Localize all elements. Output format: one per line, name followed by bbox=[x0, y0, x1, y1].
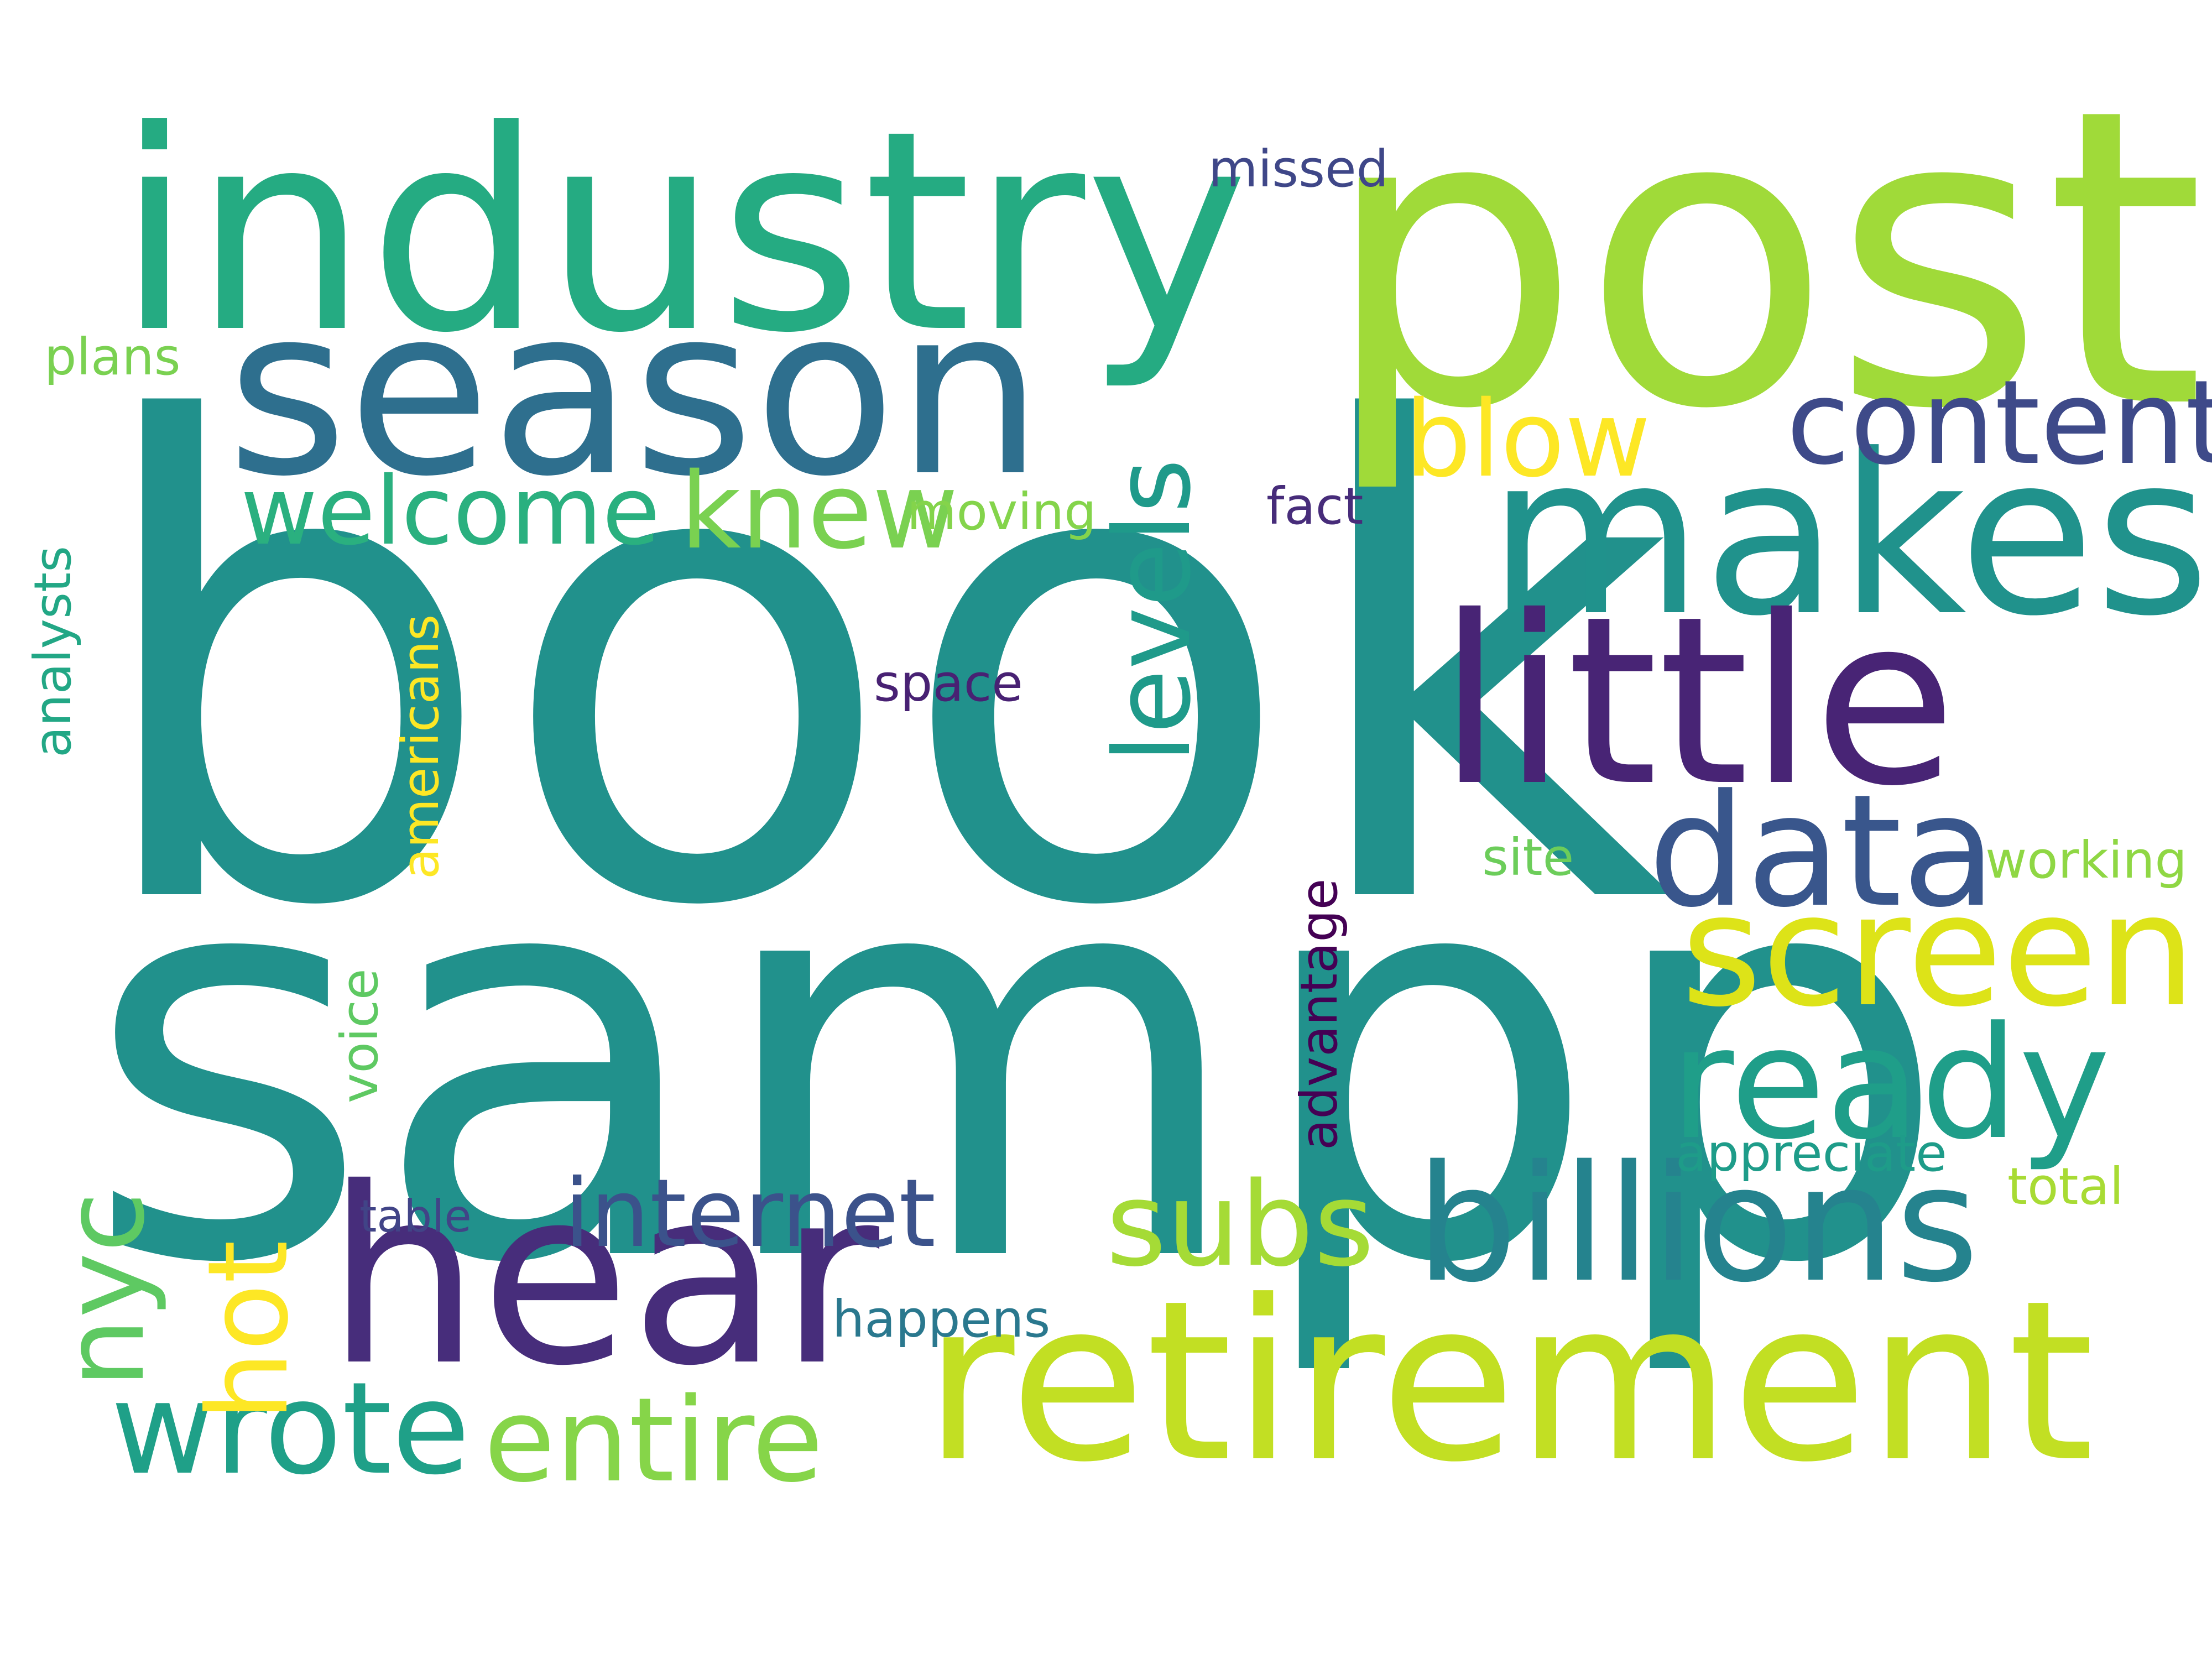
word-table: table bbox=[359, 1191, 472, 1242]
word-content: content bbox=[1786, 355, 2212, 491]
word-sampp: sampp bbox=[83, 740, 1951, 1384]
word-hot: hot bbox=[184, 1240, 313, 1421]
word-americans: americans bbox=[391, 614, 450, 879]
word-billions: billions bbox=[1416, 1131, 1979, 1318]
word-knew: knew bbox=[680, 450, 958, 572]
word-internet: internet bbox=[564, 1159, 936, 1269]
word-total: total bbox=[2007, 1157, 2124, 1216]
word-hear: hear bbox=[326, 1136, 880, 1419]
word-season: season bbox=[227, 257, 1044, 528]
word-happens: happens bbox=[832, 1290, 1051, 1349]
word-space: space bbox=[874, 654, 1023, 713]
word-analysts: analysts bbox=[23, 545, 82, 758]
word-book: book bbox=[83, 289, 1674, 1048]
word-levels: levels bbox=[1092, 458, 1214, 763]
word-data: data bbox=[1648, 761, 1997, 942]
word-working: working bbox=[1985, 831, 2187, 890]
word-entire: entire bbox=[484, 1373, 823, 1508]
word-nyc: nyc bbox=[40, 1191, 169, 1388]
word-moving: moving bbox=[907, 482, 1097, 541]
word-wrote: wrote bbox=[111, 1355, 471, 1503]
word-ready: ready bbox=[1670, 994, 2111, 1174]
word-post: post bbox=[1322, 22, 2206, 498]
word-site: site bbox=[1482, 828, 1574, 887]
word-industry: industry bbox=[116, 71, 1249, 393]
word-advantage: advantage bbox=[1290, 878, 1349, 1150]
word-screen: screen bbox=[1681, 861, 2196, 1041]
word-little: little bbox=[1438, 567, 1957, 837]
word-missed: missed bbox=[1208, 139, 1389, 199]
word-plans: plans bbox=[44, 327, 181, 387]
word-appreciate: appreciate bbox=[1676, 1124, 1947, 1183]
word-fact: fact bbox=[1266, 477, 1364, 536]
word-retirement: retirement bbox=[924, 1254, 2095, 1511]
word-makes: makes bbox=[1488, 408, 2210, 665]
word-blow: blow bbox=[1405, 378, 1651, 500]
word-subs: subs bbox=[1106, 1157, 1375, 1292]
word-voice: voice bbox=[330, 968, 389, 1103]
word-welcome: welcome bbox=[241, 457, 660, 566]
